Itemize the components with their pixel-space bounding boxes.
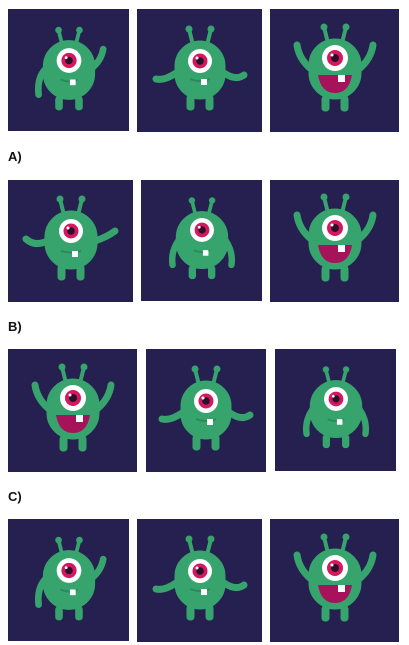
- option-label-a: A): [8, 149, 22, 164]
- panel-row4-col2: [137, 519, 262, 642]
- panel-row1-col2: [137, 9, 262, 132]
- monster-arms-down-icon: [302, 366, 369, 449]
- panel-row1-col1: [8, 9, 129, 131]
- option-label-b: B): [8, 319, 22, 334]
- panel-row1-col3: [270, 9, 399, 132]
- panel-row2-col1: [8, 180, 133, 302]
- monster-one-arm-out-icon: [22, 195, 118, 281]
- panel-row2-col3: [270, 180, 399, 302]
- panel-row3-col1: [8, 349, 137, 472]
- monster-both-arms-out-icon: [158, 365, 254, 450]
- monster-one-arm-up-icon: [34, 536, 107, 621]
- panel-row2-col2: [141, 180, 262, 301]
- monster-arms-down-icon: [168, 196, 235, 279]
- monster-both-arms-out-icon: [152, 535, 247, 620]
- panel-row4-col3: [270, 519, 399, 642]
- option-label-c: C): [8, 489, 22, 504]
- monster-arms-up-mouth-open-icon: [293, 533, 376, 621]
- monster-one-arm-up-icon: [34, 26, 107, 111]
- panel-row4-col1: [8, 519, 129, 641]
- monster-arms-up-mouth-open-icon: [293, 193, 376, 282]
- panel-row3-col3: [275, 349, 396, 471]
- panel-row3-col2: [146, 349, 266, 472]
- monster-arms-up-mouth-open-icon: [293, 23, 376, 111]
- monster-both-arms-out-icon: [152, 25, 247, 110]
- monster-arms-up-mouth-open-icon: [31, 363, 114, 451]
